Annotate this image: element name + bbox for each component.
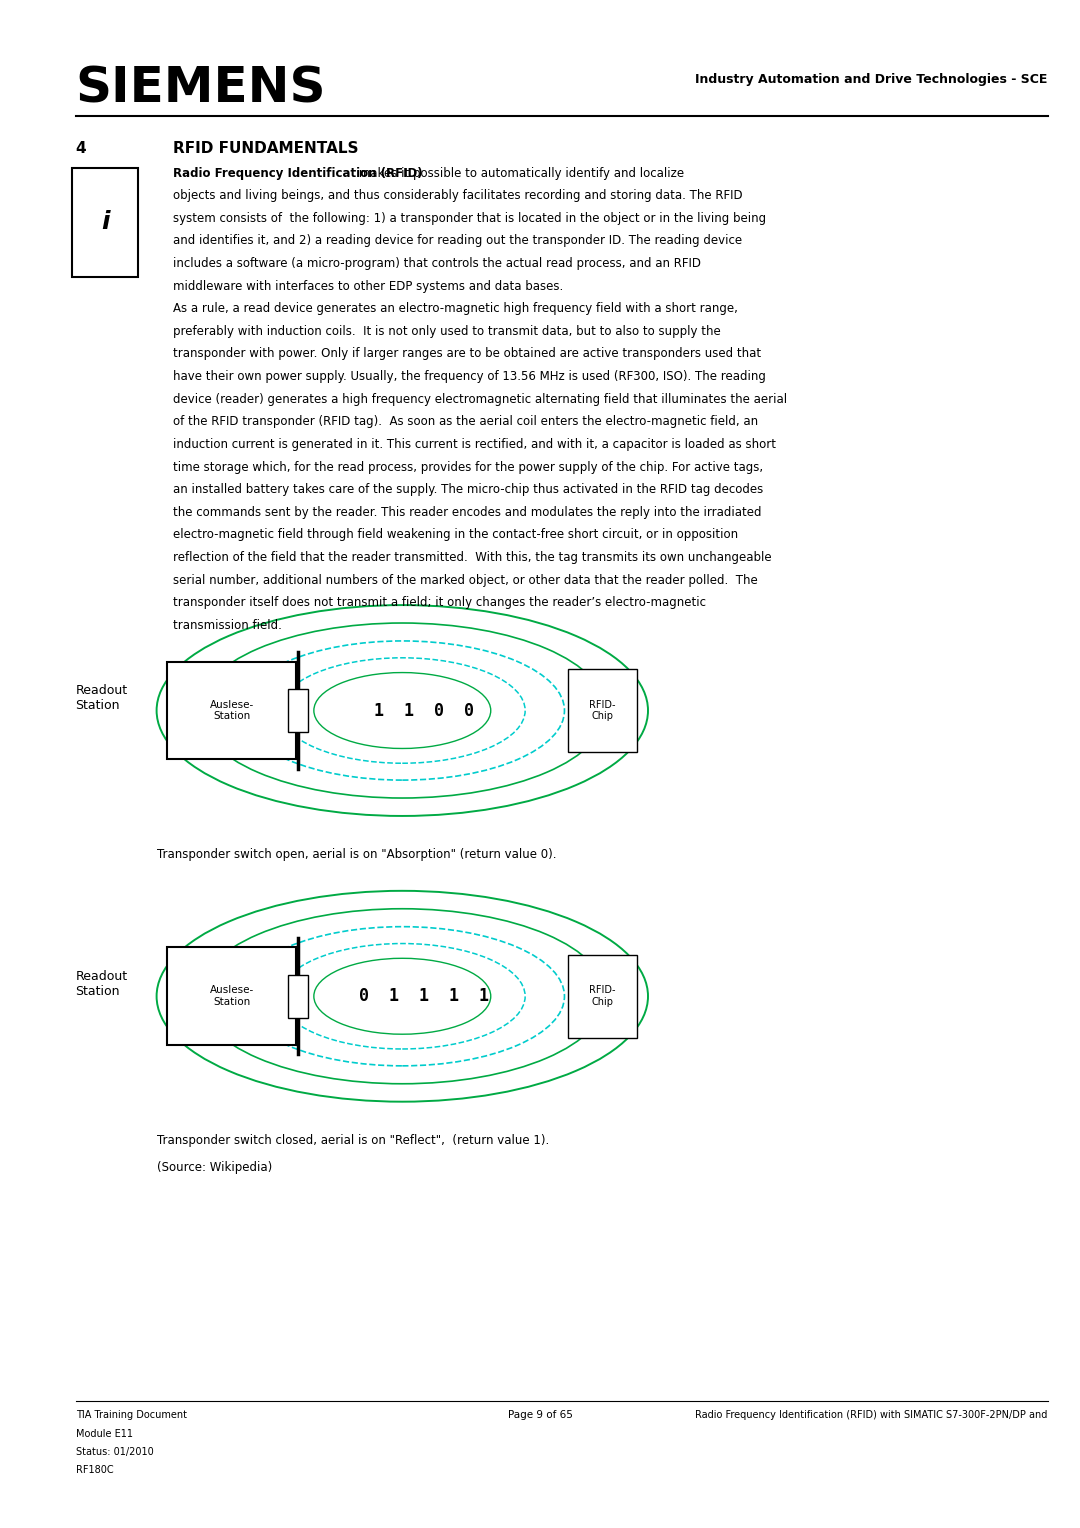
Text: 4: 4 <box>76 141 86 156</box>
Text: an installed battery takes care of the supply. The micro-chip thus activated in : an installed battery takes care of the s… <box>173 483 764 497</box>
Text: electro-magnetic field through field weakening in the contact-free short circuit: electro-magnetic field through field wea… <box>173 529 738 541</box>
Text: preferably with induction coils.  It is not only used to transmit data, but to a: preferably with induction coils. It is n… <box>173 325 720 338</box>
Text: includes a software (a micro-program) that controls the actual read process, and: includes a software (a micro-program) th… <box>173 257 701 270</box>
Text: of the RFID transponder (RFID tag).  As soon as the aerial coil enters the elect: of the RFID transponder (RFID tag). As s… <box>173 416 758 428</box>
Text: RFID-
Chip: RFID- Chip <box>590 700 616 721</box>
Text: objects and living beings, and thus considerably facilitates recording and stori: objects and living beings, and thus cons… <box>173 189 742 202</box>
Text: Transponder switch closed, aerial is on "Reflect",  (return value 1).: Transponder switch closed, aerial is on … <box>157 1134 549 1148</box>
Text: Radio Frequency Identification (RFID) with SIMATIC S7-300F-2PN/DP and: Radio Frequency Identification (RFID) wi… <box>696 1410 1048 1421</box>
FancyBboxPatch shape <box>288 975 308 1018</box>
Text: TIA Training Document: TIA Training Document <box>76 1410 187 1421</box>
Text: Transponder switch open, aerial is on "Absorption" (return value 0).: Transponder switch open, aerial is on "A… <box>157 848 556 862</box>
FancyBboxPatch shape <box>568 955 637 1038</box>
Text: have their own power supply. Usually, the frequency of 13.56 MHz is used (RF300,: have their own power supply. Usually, th… <box>173 370 766 384</box>
Text: transmission field.: transmission field. <box>173 619 282 633</box>
Text: 1  1  0  0: 1 1 0 0 <box>374 701 474 720</box>
FancyBboxPatch shape <box>167 947 296 1045</box>
Text: (Source: Wikipedia): (Source: Wikipedia) <box>157 1161 272 1175</box>
Text: Status: 01/2010: Status: 01/2010 <box>76 1447 153 1458</box>
Text: RFID-
Chip: RFID- Chip <box>590 986 616 1007</box>
Text: and identifies it, and 2) a reading device for reading out the transponder ID. T: and identifies it, and 2) a reading devi… <box>173 234 742 248</box>
Text: Industry Automation and Drive Technologies - SCE: Industry Automation and Drive Technologi… <box>696 73 1048 87</box>
Text: the commands sent by the reader. This reader encodes and modulates the reply int: the commands sent by the reader. This re… <box>173 506 761 520</box>
Text: serial number, additional numbers of the marked object, or other data that the r: serial number, additional numbers of the… <box>173 573 757 587</box>
Text: Radio Frequency Identification (RFID): Radio Frequency Identification (RFID) <box>173 167 422 180</box>
Text: RFID FUNDAMENTALS: RFID FUNDAMENTALS <box>173 141 359 156</box>
Text: Module E11: Module E11 <box>76 1429 133 1439</box>
Text: Readout
Station: Readout Station <box>76 970 127 998</box>
Text: i: i <box>102 211 109 234</box>
Text: 0  1  1  1  1: 0 1 1 1 1 <box>359 987 489 1005</box>
Text: Page 9 of 65: Page 9 of 65 <box>508 1410 572 1421</box>
Text: Readout
Station: Readout Station <box>76 685 127 712</box>
Text: reflection of the field that the reader transmitted.  With this, the tag transmi: reflection of the field that the reader … <box>173 552 771 564</box>
Text: RF180C: RF180C <box>76 1465 113 1476</box>
Text: Auslese-
Station: Auslese- Station <box>210 700 254 721</box>
Text: makes it possible to automatically identify and localize: makes it possible to automatically ident… <box>354 167 684 180</box>
Text: device (reader) generates a high frequency electromagnetic alternating field tha: device (reader) generates a high frequen… <box>173 393 787 406</box>
FancyBboxPatch shape <box>568 669 637 752</box>
Text: induction current is generated in it. This current is rectified, and with it, a : induction current is generated in it. Th… <box>173 439 775 451</box>
FancyBboxPatch shape <box>288 689 308 732</box>
Text: system consists of  the following: 1) a transponder that is located in the objec: system consists of the following: 1) a t… <box>173 212 766 225</box>
Text: SIEMENS: SIEMENS <box>76 64 326 112</box>
Text: Auslese-
Station: Auslese- Station <box>210 986 254 1007</box>
Text: time storage which, for the read process, provides for the power supply of the c: time storage which, for the read process… <box>173 460 762 474</box>
FancyBboxPatch shape <box>72 168 138 277</box>
Text: transponder itself does not transmit a field; it only changes the reader’s elect: transponder itself does not transmit a f… <box>173 596 706 610</box>
Text: transponder with power. Only if larger ranges are to be obtained are active tran: transponder with power. Only if larger r… <box>173 347 761 361</box>
FancyBboxPatch shape <box>167 662 296 759</box>
Text: middleware with interfaces to other EDP systems and data bases.: middleware with interfaces to other EDP … <box>173 280 563 293</box>
Text: As a rule, a read device generates an electro-magnetic high frequency field with: As a rule, a read device generates an el… <box>173 303 738 315</box>
